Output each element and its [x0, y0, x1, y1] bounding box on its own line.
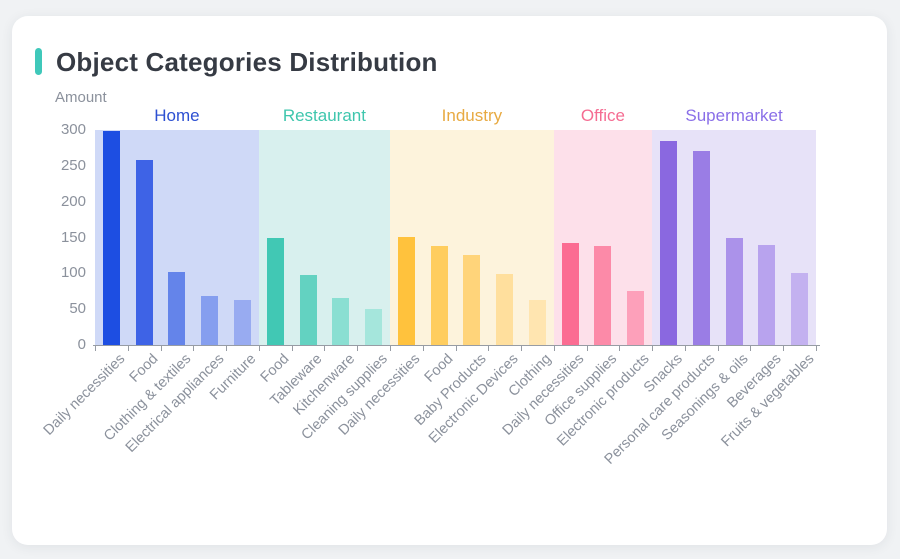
axis-tick [816, 346, 817, 351]
axis-tick [783, 346, 785, 351]
bar [299, 275, 317, 345]
y-tick-label: 100 [60, 264, 86, 282]
y-tick-label: 300 [60, 121, 86, 138]
axis-tick [619, 346, 621, 351]
group-label: Supermarket [685, 106, 783, 125]
group-label: Industry [441, 106, 503, 125]
bar [102, 131, 120, 345]
axis-tick [717, 346, 719, 351]
axis-tick [553, 346, 555, 351]
bar [233, 299, 251, 345]
bar [692, 150, 710, 345]
bar [201, 295, 219, 345]
bar [725, 238, 743, 345]
bar [430, 246, 448, 345]
bar [660, 140, 678, 345]
bar [397, 236, 415, 345]
bar [135, 160, 153, 345]
bar [365, 309, 383, 345]
axis-tick [258, 346, 260, 351]
axis-tick [226, 346, 228, 351]
axis-tick [455, 346, 457, 351]
axis-tick [127, 346, 129, 351]
y-axis-title: Amount [55, 89, 107, 106]
y-tick-label: 0 [77, 336, 86, 353]
axis-tick [389, 346, 391, 351]
bar [168, 271, 186, 345]
bar [627, 291, 645, 345]
axis-tick [488, 346, 490, 351]
chart-title: Object Categories Distribution [56, 47, 438, 77]
y-tick-label: 150 [60, 228, 86, 246]
group-label: Restaurant [282, 106, 366, 125]
axis-tick [357, 346, 359, 351]
y-tick-label: 50 [69, 300, 86, 318]
axis-tick [193, 346, 195, 351]
bar [496, 274, 514, 345]
bar [791, 272, 809, 345]
title-accent-bar [35, 48, 42, 75]
axis-tick [422, 346, 424, 351]
axis-tick [324, 346, 326, 351]
axis-tick [160, 346, 162, 351]
bar [266, 238, 284, 345]
axis-tick [586, 346, 588, 351]
x-axis-line [93, 345, 820, 346]
bar [561, 242, 579, 345]
bar [332, 298, 350, 345]
bar [528, 299, 546, 345]
bar [594, 246, 612, 345]
bar [463, 254, 481, 345]
group-label: Office [580, 106, 626, 125]
axis-tick [95, 346, 96, 351]
y-tick-label: 250 [60, 156, 86, 174]
y-tick-label: 200 [60, 192, 86, 210]
axis-tick [291, 346, 293, 351]
axis-tick [521, 346, 523, 351]
axis-tick [652, 346, 654, 351]
group-label: Home [154, 106, 200, 125]
axis-tick [684, 346, 686, 351]
bar [758, 244, 776, 345]
axis-tick [750, 346, 752, 351]
